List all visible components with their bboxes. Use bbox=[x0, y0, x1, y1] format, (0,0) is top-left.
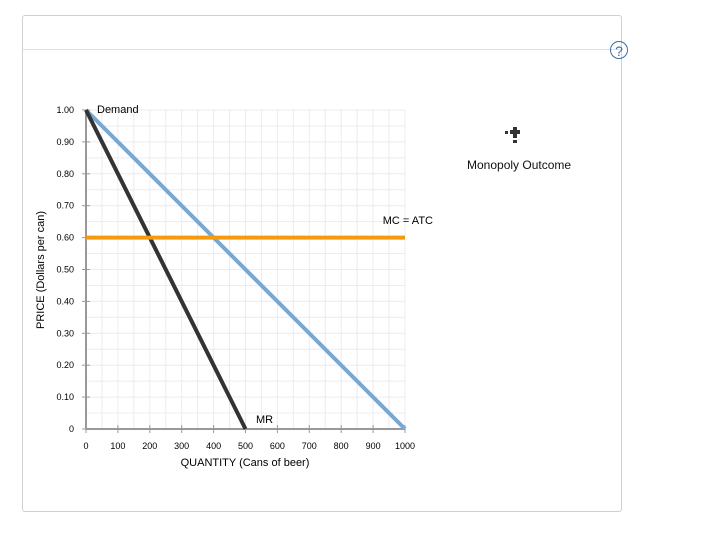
series-line-mr bbox=[84, 109, 248, 430]
y-tick-label: 0.50 bbox=[56, 265, 74, 275]
series-label: Demand bbox=[97, 104, 139, 116]
series-label: MC = ATC bbox=[383, 215, 433, 227]
y-axis-label: PRICE (Dollars per can) bbox=[35, 211, 47, 329]
x-tick-label: 400 bbox=[206, 441, 221, 451]
y-tick-label: 0.90 bbox=[56, 137, 74, 147]
y-tick-label: 0.10 bbox=[56, 392, 74, 402]
help-icon[interactable]: ? bbox=[610, 41, 628, 59]
series-label: MR bbox=[256, 414, 273, 426]
graph-panel: ? bbox=[22, 15, 628, 512]
y-tick-label: 0.30 bbox=[56, 328, 74, 338]
y-tick-label: 1.00 bbox=[56, 105, 74, 115]
y-tick-label: 0.80 bbox=[56, 169, 74, 179]
header-divider bbox=[23, 49, 621, 50]
monopoly-outcome-label[interactable]: Monopoly Outcome bbox=[467, 158, 572, 172]
x-tick-label: 300 bbox=[174, 441, 189, 451]
x-tick-label: 900 bbox=[366, 441, 381, 451]
monopoly-outcome-tool-icon[interactable] bbox=[505, 125, 525, 145]
x-tick-label: 200 bbox=[142, 441, 157, 451]
y-tick-label: 0 bbox=[69, 424, 74, 434]
y-tick-label: 0.60 bbox=[56, 233, 74, 243]
x-tick-label: 700 bbox=[302, 441, 317, 451]
y-tick-label: 0.40 bbox=[56, 296, 74, 306]
x-tick-label: 600 bbox=[270, 441, 285, 451]
y-tick-label: 0.70 bbox=[56, 201, 74, 211]
x-tick-label: 100 bbox=[110, 441, 125, 451]
x-axis-label: QUANTITY (Cans of beer) bbox=[181, 457, 310, 469]
series-line-demand bbox=[84, 108, 407, 431]
x-tick-label: 0 bbox=[83, 441, 88, 451]
x-tick-label: 500 bbox=[238, 441, 253, 451]
y-tick-label: 0.20 bbox=[56, 360, 74, 370]
x-tick-label: 800 bbox=[334, 441, 349, 451]
x-tick-label: 1000 bbox=[395, 441, 415, 451]
